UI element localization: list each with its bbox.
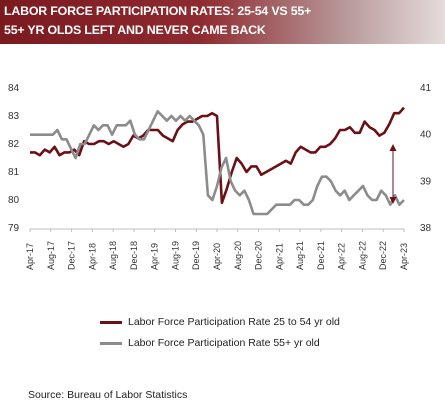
line-chart: 79 80 81 82 83 84 38 39 40 41 Apr-17 Aug-17 Dec-17 Ap…	[8, 83, 432, 270]
x-tick-label: Dec-18	[129, 241, 139, 270]
x-tick-label: Apr-22	[337, 243, 347, 270]
legend-label-prime-age: Labor Force Participation Rate 25 to 54 …	[128, 316, 340, 328]
x-tick-label: Dec-17	[67, 241, 77, 270]
gap-arrow-head-down	[389, 197, 397, 204]
y-right-tick-label: 41	[420, 83, 432, 94]
x-tick-label: Apr-21	[274, 243, 284, 270]
chart-title-line-2: 55+ YR OLDS LEFT AND NEVER CAME BACK	[4, 23, 266, 37]
y-left-tick-label: 82	[8, 139, 20, 150]
x-tick-label: Dec-19	[191, 241, 201, 270]
y-left-tick-label: 80	[8, 195, 20, 206]
x-tick-label: Apr-19	[150, 243, 160, 270]
source-note: Source: Bureau of Labor Statistics	[28, 389, 188, 401]
x-tick-label: Aug-21	[295, 241, 305, 270]
x-tick-label: Aug-22	[357, 241, 367, 270]
x-tick-label: Apr-20	[212, 243, 222, 270]
legend-swatch-prime-age	[100, 320, 122, 324]
series-line-55-plus	[30, 110, 405, 216]
x-tick-label: Aug-17	[46, 241, 56, 270]
y-left-tick-label: 83	[8, 111, 20, 122]
chart-title-line-1: LABOR FORCE PARTICIPATION RATES: 25-54 V…	[4, 4, 312, 18]
x-tick-label: Aug-20	[233, 241, 243, 270]
y-left-tick-label: 84	[8, 83, 20, 94]
legend-swatch-55-plus	[100, 341, 122, 345]
x-tick-label: Apr-18	[87, 243, 97, 270]
legend-label-55-plus: Labor Force Participation Rate 55+ yr ol…	[128, 337, 320, 349]
legend-item-55-plus: Labor Force Participation Rate 55+ yr ol…	[100, 337, 320, 349]
series-line-prime-age	[30, 106, 405, 205]
title-banner: LABOR FORCE PARTICIPATION RATES: 25-54 V…	[0, 0, 445, 44]
x-tick-label: Aug-18	[108, 241, 118, 270]
y-right-tick-label: 40	[420, 130, 432, 141]
x-tick-label: Apr-17	[25, 243, 35, 270]
y-left-tick-label: 81	[8, 167, 20, 178]
legend-item-prime-age: Labor Force Participation Rate 25 to 54 …	[100, 316, 340, 328]
x-tick-label: Dec-22	[378, 241, 388, 270]
x-tick-label: Apr-23	[399, 243, 409, 270]
x-tick-label: Dec-21	[316, 241, 326, 270]
gap-arrow-head-up	[389, 144, 397, 151]
y-right-tick-label: 39	[420, 176, 432, 187]
x-tick-label: Dec-20	[254, 241, 264, 270]
x-tick-label: Aug-19	[170, 241, 180, 270]
y-right-tick-label: 38	[420, 223, 432, 234]
y-left-tick-label: 79	[8, 223, 20, 234]
